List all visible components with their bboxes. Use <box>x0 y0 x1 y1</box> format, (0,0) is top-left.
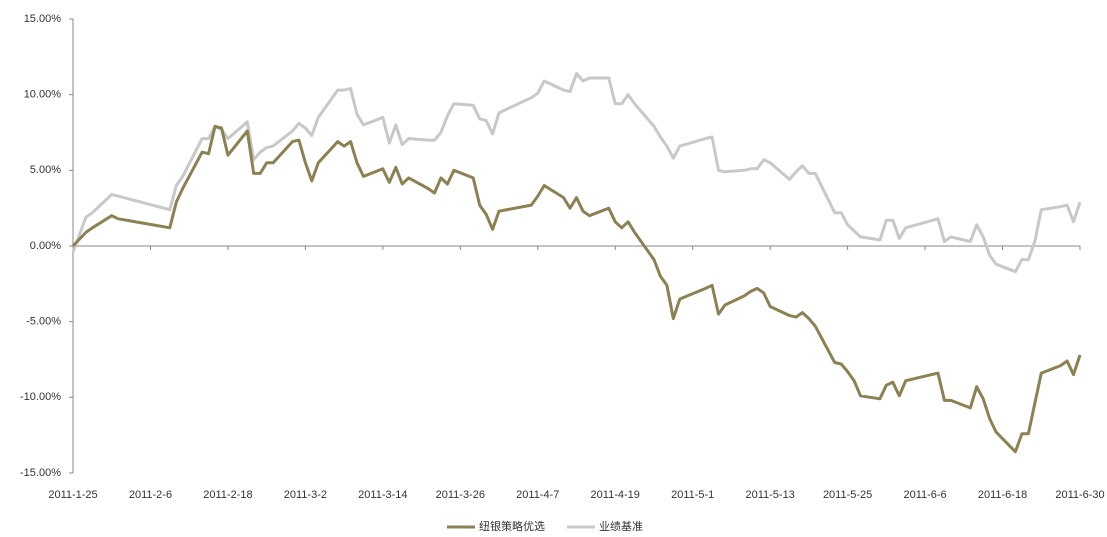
legend-label: 业绩基准 <box>599 520 643 533</box>
legend-label: 纽银策略优选 <box>479 519 545 533</box>
x-tick-label: 2011-5-25 <box>823 489 872 501</box>
x-tick-label: 2011-4-7 <box>516 489 559 501</box>
y-tick-label: 0.00% <box>30 240 61 252</box>
y-tick-label: -15.00% <box>20 467 61 479</box>
x-tick-label: 2011-5-1 <box>671 489 714 501</box>
x-tick-label: 2011-6-30 <box>1055 489 1104 501</box>
x-tick-label: 2011-3-2 <box>284 489 327 501</box>
x-tick-label: 2011-6-6 <box>903 489 946 501</box>
x-tick-label: 2011-2-18 <box>203 489 252 501</box>
y-tick-label: -10.00% <box>20 391 61 403</box>
x-tick-label: 2011-6-18 <box>978 489 1027 501</box>
series-line <box>71 124 1082 454</box>
x-tick-label: 2011-2-6 <box>129 489 172 501</box>
x-tick-label: 2011-3-14 <box>358 489 407 501</box>
x-tick-label: 2011-5-13 <box>745 489 794 501</box>
y-tick-label: 5.00% <box>30 164 61 176</box>
y-tick-label: 10.00% <box>24 89 62 101</box>
x-tick-label: 2011-4-19 <box>591 489 640 501</box>
x-tick-label: 2011-3-26 <box>436 489 485 501</box>
series-line <box>71 72 1082 274</box>
y-tick-label: -5.00% <box>26 316 61 328</box>
x-tick-label: 2011-1-25 <box>48 489 97 501</box>
y-tick-label: 15.00% <box>24 13 62 25</box>
